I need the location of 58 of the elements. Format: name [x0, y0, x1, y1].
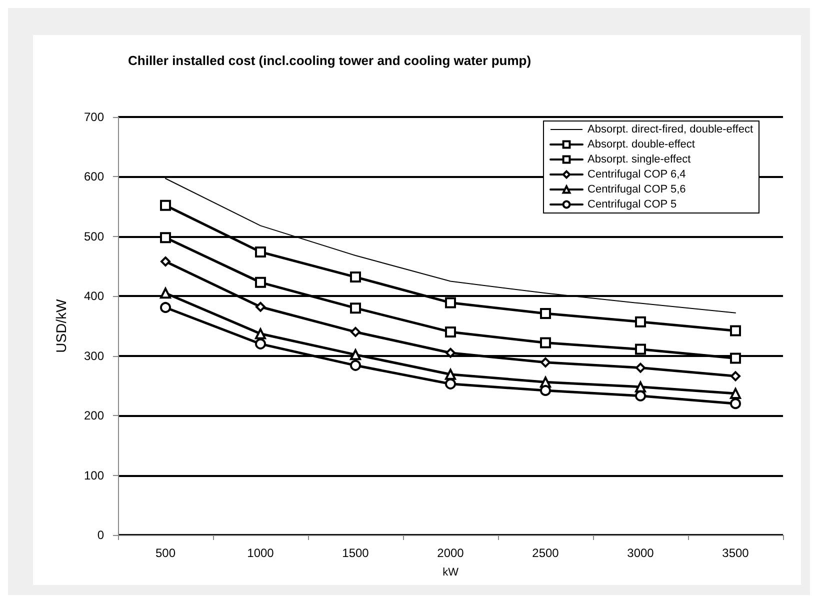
y-tick-label: 400 [84, 289, 104, 304]
point [445, 368, 456, 380]
x-tick-label: 3000 [627, 546, 654, 560]
y-tick-label: 600 [84, 170, 104, 184]
point [160, 256, 170, 267]
legend-label: Centrifugal COP 6,4 [588, 168, 686, 180]
point [730, 388, 741, 399]
chart-title: Chiller installed cost (incl.cooling tower and cooling water pump) [128, 53, 532, 68]
point [730, 398, 741, 410]
point [540, 308, 551, 319]
legend-label: Centrifugal COP 5 [588, 198, 677, 210]
point [730, 325, 741, 336]
point [730, 352, 741, 364]
point [540, 384, 551, 396]
x-tick-label: 2500 [532, 546, 560, 560]
point [350, 302, 361, 314]
point [350, 326, 360, 337]
point [255, 276, 266, 288]
point [160, 200, 171, 211]
y-tick-label: 300 [84, 348, 104, 363]
y-tick-label: 500 [84, 229, 104, 244]
x-tick-label: 500 [155, 546, 176, 560]
legend-label: Absorpt. direct-fired, double-effect [588, 124, 754, 136]
point [160, 288, 171, 299]
y-axis-title: USD/kW [53, 298, 69, 353]
point [160, 232, 171, 244]
point [256, 302, 266, 312]
y-tick-label: 100 [84, 468, 104, 482]
point [635, 344, 646, 355]
point [445, 326, 456, 338]
point [540, 357, 550, 368]
point [540, 337, 551, 348]
y-tick-label: 200 [84, 408, 104, 423]
x-tick-label: 1500 [342, 546, 370, 560]
point [635, 316, 646, 328]
point [350, 349, 361, 360]
point [636, 362, 646, 373]
x-tick-label: 3500 [722, 546, 750, 560]
point [730, 371, 740, 382]
point [445, 297, 456, 308]
point [446, 348, 456, 358]
point [635, 390, 646, 402]
point [255, 246, 266, 258]
point [350, 272, 361, 283]
point [255, 338, 266, 350]
point [160, 302, 171, 313]
y-tick-label: 700 [84, 110, 104, 124]
x-tick-label: 2000 [437, 546, 464, 560]
y-tick-label: 0 [97, 528, 104, 542]
point [255, 328, 266, 340]
x-tick-label: 1000 [247, 546, 274, 560]
point [350, 360, 361, 371]
legend-label: Absorpt. double-effect [588, 138, 695, 150]
legend-label: Absorpt. single-effect [588, 154, 691, 166]
point [635, 381, 646, 392]
legend-label: Centrifugal COP 5,6 [588, 184, 686, 196]
point [445, 378, 456, 390]
x-axis-title: kW [442, 566, 460, 578]
